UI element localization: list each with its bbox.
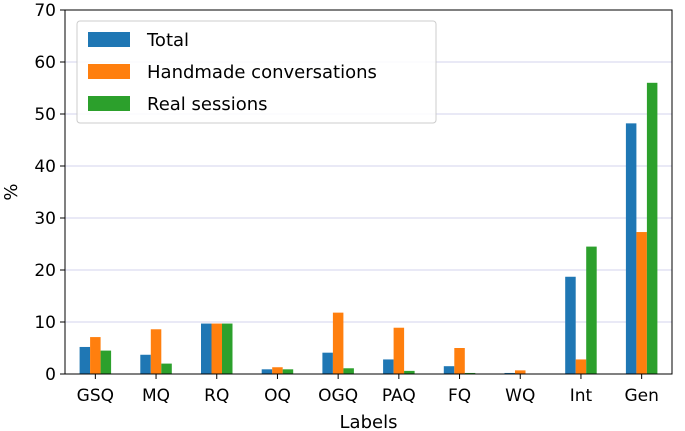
x-tick-label: WQ <box>505 386 535 406</box>
legend-swatch <box>88 32 130 47</box>
legend-swatch <box>88 96 130 111</box>
bar-wq-handmade-conversations <box>515 370 526 374</box>
x-tick-label: GSQ <box>77 386 114 406</box>
bar-paq-total <box>383 359 394 374</box>
bar-gen-real-sessions <box>646 82 658 375</box>
y-axis-title: % <box>1 183 22 200</box>
x-tick-label: OGQ <box>318 386 358 406</box>
bar-ogq-handmade-conversations <box>332 312 344 374</box>
bar-fq-total <box>443 366 455 374</box>
legend-label: Total <box>146 30 189 51</box>
y-tick-label: 70 <box>34 1 56 21</box>
x-tick-label: RQ <box>204 386 229 406</box>
legend-swatch <box>88 64 130 79</box>
y-tick-label: 30 <box>34 209 56 229</box>
legend-label: Handmade conversations <box>147 62 377 83</box>
bar-int-handmade-conversations <box>575 359 587 374</box>
bar-rq-real-sessions <box>222 323 233 374</box>
bar-paq-handmade-conversations <box>393 327 405 374</box>
bar-wq-total <box>504 372 515 374</box>
bar-mq-real-sessions <box>161 363 172 374</box>
x-tick-label: PAQ <box>382 386 416 406</box>
y-tick-label: 0 <box>45 365 56 385</box>
y-axis: 0 10 20 30 40 50 60 70 <box>34 1 65 385</box>
bar-gen-handmade-conversations <box>636 232 647 374</box>
y-tick-label: 60 <box>34 53 56 73</box>
x-axis: GSQ MQ RQ OQ OGQ PAQ FQ WQ Int Gen <box>77 374 659 406</box>
bar-fq-real-sessions <box>464 372 476 374</box>
bar-gsq-real-sessions <box>100 350 112 374</box>
bar-rq-total <box>201 323 212 374</box>
plot-frame <box>64 9 673 375</box>
bar-oq-total <box>261 369 273 374</box>
bar-fq-handmade-conversations <box>454 348 465 374</box>
bar-mq-total <box>140 354 151 374</box>
legend: Total Handmade conversations Real sessions <box>76 20 437 124</box>
x-tick-label: OQ <box>264 386 291 406</box>
x-tick-label: Gen <box>624 386 658 406</box>
y-tick-label: 10 <box>34 313 56 333</box>
bar-int-total <box>565 276 576 374</box>
bar-gen-total <box>625 123 637 374</box>
y-tick-label: 20 <box>34 261 56 281</box>
bar-oq-handmade-conversations <box>272 367 283 374</box>
x-tick-label: FQ <box>448 386 471 406</box>
bar-gsq-handmade-conversations <box>90 337 101 374</box>
x-tick-label: Int <box>570 386 593 406</box>
bar-mq-handmade-conversations <box>150 329 162 374</box>
bar-ogq-total <box>322 352 333 374</box>
bar-oq-real-sessions <box>282 369 294 374</box>
bar-paq-real-sessions <box>404 370 415 374</box>
bar-gsq-total <box>79 346 91 374</box>
x-tick-label: MQ <box>142 386 170 406</box>
bar-ogq-real-sessions <box>343 368 354 374</box>
y-tick-label: 40 <box>34 157 56 177</box>
bar-rq-handmade-conversations <box>211 323 222 374</box>
x-axis-title: Labels <box>340 412 398 431</box>
y-tick-label: 50 <box>34 105 56 125</box>
bar-int-real-sessions <box>586 246 597 374</box>
bars <box>79 82 658 375</box>
legend-box <box>76 20 437 124</box>
legend-label: Real sessions <box>147 94 268 115</box>
